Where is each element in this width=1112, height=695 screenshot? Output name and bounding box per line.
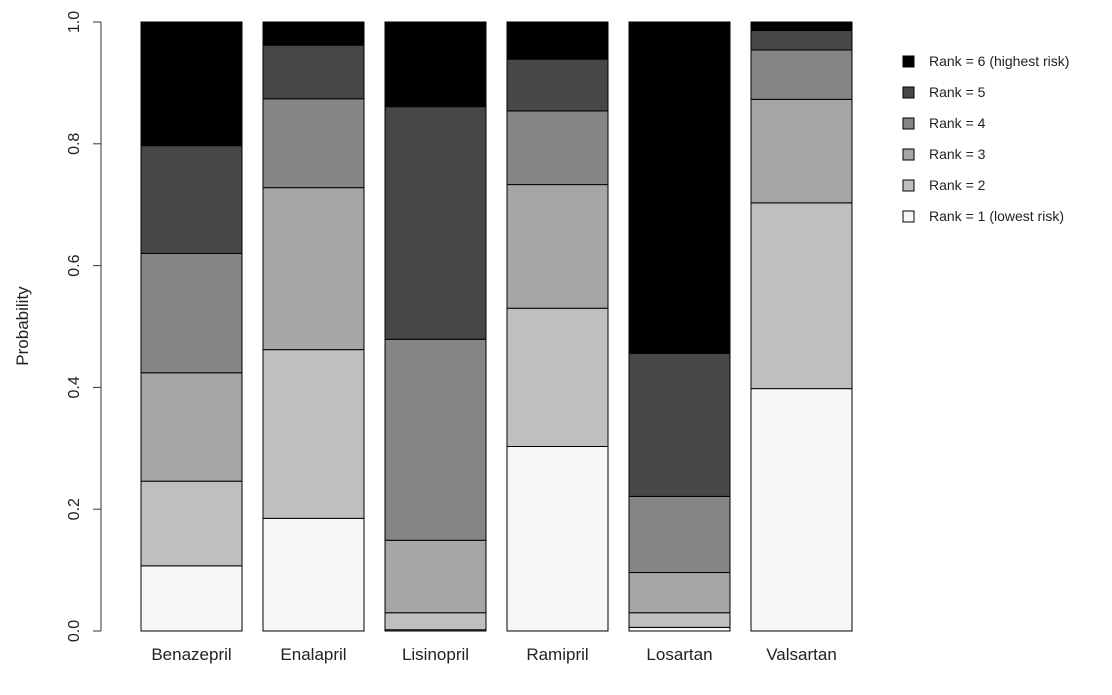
- bar-segment-rank-4: [750, 49, 853, 100]
- legend-label: Rank = 2: [929, 177, 986, 193]
- bar-segment-rank-4: [628, 495, 731, 574]
- bar-segment-rank-2: [262, 349, 365, 519]
- y-tick-label: 0.4: [66, 376, 83, 398]
- x-category-label: Losartan: [646, 645, 712, 664]
- bar-segment-rank-2: [506, 307, 609, 447]
- bar-segment-rank-2: [140, 480, 243, 567]
- bar-stack-lisinopril: [384, 21, 487, 632]
- bar-segment-rank-3: [384, 539, 487, 614]
- legend-swatch: [902, 55, 915, 68]
- y-axis-title: Probability: [13, 286, 32, 366]
- bar-stack-losartan: [628, 21, 731, 632]
- bar-segment-rank-6: [140, 21, 243, 147]
- bar-segment-rank-4: [506, 110, 609, 186]
- x-category-label: Benazepril: [151, 645, 231, 664]
- bar-segment-rank-2: [750, 202, 853, 390]
- legend-item-rank-4: Rank = 4: [902, 115, 986, 131]
- x-category-label: Lisinopril: [402, 645, 469, 664]
- bar-segment-rank-1: [140, 565, 243, 632]
- bar-segment-rank-4: [140, 252, 243, 374]
- bar-segment-rank-1: [262, 517, 365, 632]
- bars: [140, 21, 853, 632]
- bar-segment-rank-5: [262, 44, 365, 100]
- legend-swatch: [902, 148, 915, 161]
- bar-segment-rank-3: [140, 372, 243, 482]
- bar-segment-rank-1: [506, 445, 609, 632]
- bar-segment-rank-6: [506, 21, 609, 60]
- bar-segment-rank-5: [628, 352, 731, 497]
- bar-segment-rank-5: [506, 58, 609, 112]
- bar-segment-rank-2: [628, 612, 731, 628]
- legend-label: Rank = 1 (lowest risk): [929, 208, 1064, 224]
- bar-stack-valsartan: [750, 21, 853, 632]
- bar-segment-rank-1: [750, 388, 853, 632]
- bar-stack-ramipril: [506, 21, 609, 632]
- legend-label: Rank = 3: [929, 146, 986, 162]
- y-tick-label: 0.2: [66, 498, 83, 520]
- bar-segment-rank-3: [628, 572, 731, 614]
- legend-item-rank-6: Rank = 6 (highest risk): [902, 53, 1069, 69]
- y-tick-label: 0.0: [66, 620, 83, 642]
- y-tick-label: 0.8: [66, 133, 83, 155]
- legend-swatch: [902, 117, 915, 130]
- bar-stack-enalapril: [262, 21, 365, 632]
- legend-label: Rank = 5: [929, 84, 986, 100]
- bar-segment-rank-2: [384, 612, 487, 631]
- legend-item-rank-2: Rank = 2: [902, 177, 986, 193]
- bar-segment-rank-6: [384, 21, 487, 108]
- bar-segment-rank-1: [628, 626, 731, 632]
- bar-segment-rank-6: [262, 21, 365, 46]
- bar-segment-rank-4: [262, 98, 365, 189]
- legend-swatch: [902, 179, 915, 192]
- bar-segment-rank-3: [506, 184, 609, 309]
- bar-segment-rank-5: [384, 106, 487, 340]
- legend-label: Rank = 6 (highest risk): [929, 53, 1069, 69]
- legend-item-rank-5: Rank = 5: [902, 84, 986, 100]
- bar-segment-rank-5: [140, 145, 243, 254]
- legend-item-rank-3: Rank = 3: [902, 146, 986, 162]
- y-tick-label: 1.0: [66, 11, 83, 33]
- x-category-label: Valsartan: [766, 645, 837, 664]
- y-tick-label: 0.6: [66, 254, 83, 276]
- legend: Rank = 6 (highest risk) Rank = 5 Rank = 4 R…: [902, 53, 1069, 224]
- legend-label: Rank = 4: [929, 115, 986, 131]
- bar-segment-rank-3: [750, 98, 853, 204]
- bar-segment-rank-5: [750, 30, 853, 51]
- bar-segment-rank-6: [750, 21, 853, 32]
- legend-swatch: [902, 210, 915, 223]
- bar-segment-rank-4: [384, 338, 487, 541]
- legend-swatch: [902, 86, 915, 99]
- x-axis-labels: Benazepril Enalapril Lisinopril Ramipril Los…: [151, 645, 836, 664]
- y-axis: 0.0 0.2 0.4 0.6 0.8 1.0: [66, 11, 102, 642]
- bar-segment-rank-6: [628, 21, 731, 354]
- x-category-label: Enalapril: [280, 645, 346, 664]
- legend-item-rank-1: Rank = 1 (lowest risk): [902, 208, 1064, 224]
- bar-stack-benazepril: [140, 21, 243, 632]
- x-category-label: Ramipril: [526, 645, 588, 664]
- bar-segment-rank-3: [262, 187, 365, 351]
